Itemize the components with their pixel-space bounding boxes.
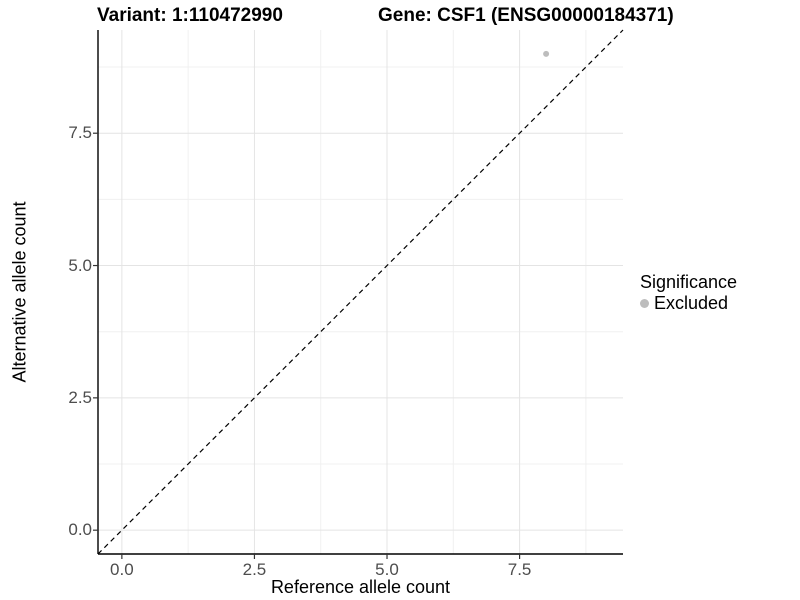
x-tick-label: 2.5 bbox=[242, 560, 267, 579]
plot-panel bbox=[93, 29, 624, 559]
data-point bbox=[543, 50, 550, 57]
legend-point-icon bbox=[640, 298, 649, 308]
plot-title-variant: Variant: 1:110472990 bbox=[97, 5, 283, 26]
x-axis-title: Reference allele count bbox=[270, 577, 451, 597]
legend: Significance Excluded bbox=[640, 272, 737, 313]
legend-title: Significance bbox=[640, 272, 738, 292]
x-tick-label: 7.5 bbox=[507, 560, 532, 579]
plot-title-gene: Gene: CSF1 (ENSG00000184371) bbox=[378, 5, 674, 26]
x-tick-label: 0.0 bbox=[110, 560, 134, 579]
y-tick-label: 7.5 bbox=[68, 123, 92, 143]
legend-items: Excluded bbox=[640, 293, 737, 313]
y-tick-label: 5.0 bbox=[68, 255, 92, 275]
y-tick-label: 0.0 bbox=[68, 520, 92, 540]
x-tick-label: 5.0 bbox=[375, 560, 399, 579]
y-tick-label: 2.5 bbox=[68, 387, 92, 407]
legend-item: Excluded bbox=[640, 293, 737, 313]
legend-item-label: Excluded bbox=[654, 293, 729, 313]
identity-dashed-line bbox=[97, 29, 624, 555]
plot-canvas bbox=[93, 29, 624, 559]
y-axis-title: Alternative allele count bbox=[9, 201, 30, 383]
